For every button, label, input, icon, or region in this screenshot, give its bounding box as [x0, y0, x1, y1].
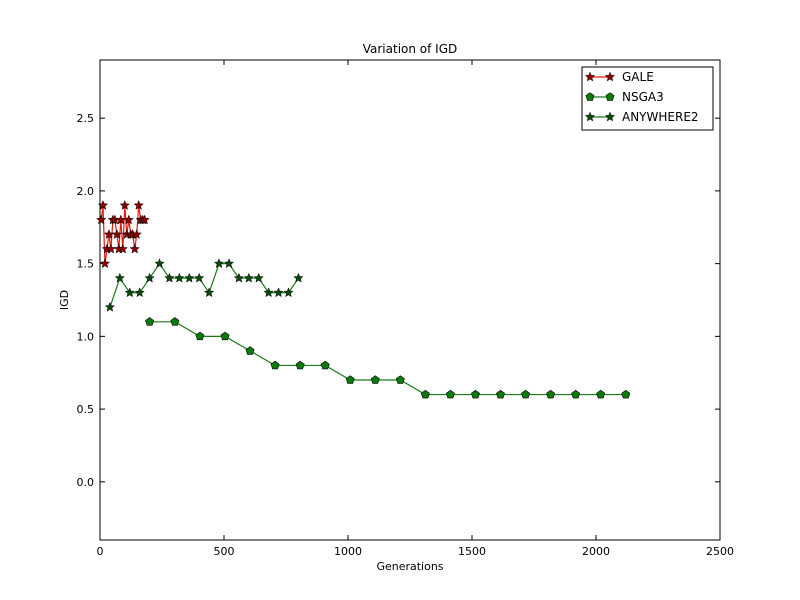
data-point-gale — [119, 199, 131, 210]
x-tick-label: 1000 — [334, 545, 362, 558]
legend-marker — [605, 92, 615, 101]
data-point-nsga3 — [320, 360, 330, 370]
legend: GALE NSGA3 ANYWHERE2 — [581, 66, 714, 131]
series-layer — [96, 199, 631, 399]
legend-label: ANYWHERE2 — [622, 110, 699, 124]
data-point-anywhere2 — [184, 272, 195, 283]
series-line-nsga3 — [149, 321, 626, 396]
series-line-anywhere2 — [109, 262, 299, 308]
legend-marker — [584, 71, 596, 82]
data-point-nsga3 — [571, 389, 581, 399]
x-tick-label: 2000 — [582, 545, 610, 558]
legend-marker — [584, 111, 596, 122]
legend-marker — [604, 111, 616, 122]
data-point-anywhere2 — [213, 258, 225, 269]
legend-entry-anywhere2: ANYWHERE2 — [584, 110, 699, 124]
data-point-anywhere2 — [293, 272, 304, 283]
data-point-nsga3 — [546, 389, 556, 399]
legend-label: GALE — [622, 70, 654, 84]
data-point-anywhere2 — [263, 287, 274, 298]
data-point-gale — [96, 214, 107, 225]
data-point-anywhere2 — [203, 287, 215, 298]
legend-marker — [604, 71, 616, 82]
y-tick-label: 1.0 — [77, 330, 95, 343]
data-point-anywhere2 — [104, 301, 116, 312]
x-axis-label: Generations — [376, 560, 443, 573]
data-point-nsga3 — [245, 346, 255, 355]
series-anywhere2 — [104, 258, 304, 312]
data-point-nsga3 — [170, 317, 180, 326]
data-point-gale — [133, 199, 144, 210]
legend-marker — [585, 92, 595, 101]
x-tick-label: 0 — [97, 545, 104, 558]
data-point-gale — [117, 243, 129, 254]
legend-entry-nsga3: NSGA3 — [585, 90, 664, 104]
y-axis-label: IGD — [58, 290, 71, 310]
axis-ticks: 0 500 1000 1500 2000 2500 0.0 0.5 1.0 1.5 2.0 2.5 — [77, 60, 734, 558]
data-point-nsga3 — [621, 389, 631, 399]
x-tick-label: 500 — [214, 545, 235, 558]
data-point-nsga3 — [496, 389, 505, 399]
data-point-anywhere2 — [114, 272, 126, 283]
data-point-anywhere2 — [223, 258, 235, 269]
data-point-nsga3 — [395, 375, 405, 384]
data-point-nsga3 — [195, 331, 205, 341]
data-point-nsga3 — [270, 360, 280, 370]
data-point-anywhere2 — [273, 287, 284, 298]
data-point-anywhere2 — [243, 272, 255, 283]
y-tick-label: 2.5 — [77, 112, 95, 125]
x-tick-label: 2500 — [706, 545, 734, 558]
legend-label: NSGA3 — [622, 90, 664, 104]
data-point-anywhere2 — [144, 272, 155, 283]
data-point-anywhere2 — [164, 272, 175, 283]
data-point-nsga3 — [445, 389, 455, 399]
y-tick-label: 0.0 — [77, 476, 95, 489]
x-tick-label: 1500 — [458, 545, 486, 558]
data-point-gale — [97, 199, 109, 210]
data-point-gale — [111, 229, 123, 239]
data-point-nsga3 — [295, 360, 305, 370]
data-point-anywhere2 — [154, 258, 165, 269]
data-point-gale — [129, 243, 140, 254]
data-point-nsga3 — [596, 389, 606, 399]
data-point-anywhere2 — [134, 287, 145, 298]
plot-area — [99, 59, 721, 541]
data-point-nsga3 — [220, 331, 230, 341]
data-point-nsga3 — [521, 389, 531, 399]
y-tick-label: 1.5 — [77, 258, 95, 271]
data-point-anywhere2 — [174, 272, 185, 283]
data-point-anywhere2 — [193, 272, 205, 283]
series-nsga3 — [145, 317, 631, 399]
y-tick-label: 0.5 — [77, 403, 95, 416]
y-tick-label: 2.0 — [77, 185, 95, 198]
data-point-nsga3 — [471, 389, 480, 399]
data-point-gale — [123, 214, 134, 225]
legend-entry-gale: GALE — [584, 70, 654, 84]
data-point-nsga3 — [345, 375, 355, 384]
data-point-gale — [99, 258, 111, 269]
data-point-nsga3 — [370, 375, 380, 384]
data-point-anywhere2 — [283, 287, 294, 298]
data-point-anywhere2 — [124, 287, 135, 298]
data-point-gale — [139, 214, 150, 225]
data-point-anywhere2 — [253, 272, 264, 283]
chart-title: Variation of IGD — [363, 42, 458, 56]
data-point-anywhere2 — [233, 272, 245, 283]
data-point-gale — [131, 229, 142, 239]
legend-entries: GALE NSGA3 ANYWHERE2 — [584, 70, 699, 124]
data-point-nsga3 — [420, 389, 430, 399]
data-point-nsga3 — [145, 317, 155, 326]
series-gale — [96, 199, 150, 269]
